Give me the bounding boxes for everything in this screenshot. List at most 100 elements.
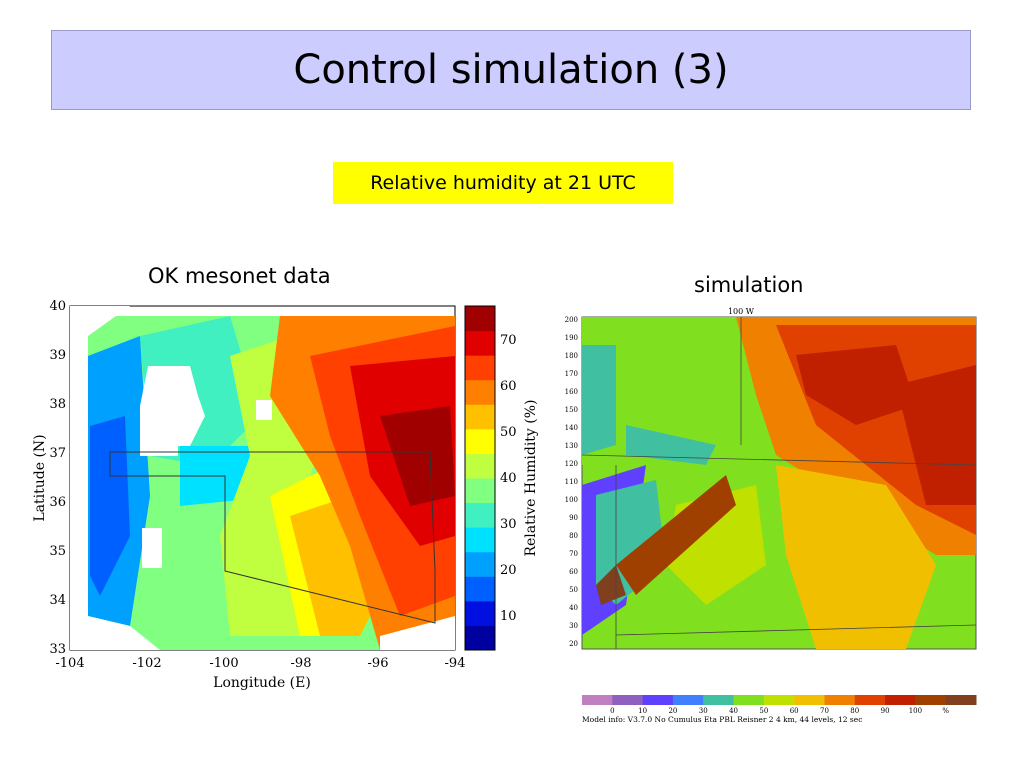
sim-y-tick-label: 70 [569,550,578,558]
colorbar-swatch [465,478,495,504]
y-tick-label: 35 [49,544,66,559]
sim-y-tick-label: 100 [565,496,578,504]
sim-y-ticks: 200 190 180 170 160 150 140 130 120 110 100 90 80 70 6… [565,316,578,648]
sim-y-tick-label: 130 [565,442,578,450]
sim-y-tick-label: 170 [565,370,578,378]
sim-legend-tick: 40 [729,707,738,715]
y-tick-label: 38 [49,397,66,412]
state-outline [109,451,436,624]
colorbar-tick: 40 [500,471,517,486]
y-tick-label: 37 [49,446,66,461]
sim-y-tick-label: 180 [565,352,578,360]
colorbar-tick: 30 [500,517,517,532]
colorbar-swatch [465,306,495,332]
left-panel-label: OK mesonet data [148,264,331,288]
x-axis-label: Longitude (E) [213,675,311,691]
humidity-field [70,306,455,650]
sim-y-tick-label: 30 [569,622,578,630]
sim-y-tick-label: 160 [565,388,578,396]
subtitle-box: Relative humidity at 21 UTC [333,162,673,204]
y-tick-label: 34 [49,593,66,608]
sim-y-tick-label: 50 [569,586,578,594]
colorbar-swatch [465,600,495,626]
colorbar-label: Relative Humidity (%) [523,399,539,556]
sim-state-lines [581,317,977,649]
sim-y-tick-label: 20 [569,640,578,648]
sim-legend [582,695,977,705]
colorbar-tick: 70 [500,333,517,348]
sim-legend-swatch [733,695,765,705]
colorbar-ticks: 70 60 50 40 30 20 10 [500,333,517,624]
colorbar-frame [464,305,496,651]
sim-humidity-field [582,317,976,649]
sim-legend-tick: 10 [638,707,647,715]
colorbar-swatch [465,355,495,381]
colorbar-swatch [465,527,495,553]
slide-subtitle: Relative humidity at 21 UTC [370,172,636,194]
sim-legend-swatch [642,695,674,705]
y-tick-label: 36 [49,495,66,510]
slide-title: Control simulation (3) [293,47,729,93]
colorbar-swatch [465,576,495,602]
x-ticks: -104 -102 -100 -98 -96 -94 [55,656,465,671]
sim-legend-ticks: 0 10 20 30 40 50 60 70 80 90 100% [610,707,949,715]
y-ticks: 40 39 38 37 36 35 34 33 [49,299,66,657]
sim-legend-tick: 100 [909,707,922,715]
y-tick-label: 33 [49,642,66,657]
sim-legend-swatch [612,695,644,705]
colorbar-swatch [465,502,495,528]
colorbar-swatch [465,551,495,577]
sim-legend-tick: % [942,707,949,715]
sim-y-tick-label: 140 [565,424,578,432]
sim-top-label: 100 W [728,307,755,316]
simulation-map: 100 W 2001901801701601501401301201101009… [565,307,977,724]
colorbar [464,305,496,651]
sim-legend-tick: 0 [610,707,614,715]
sim-legend-swatch [672,695,704,705]
simulation-map-panel: 100 W 200 190 180 170 160 150 140 130 120 110 100 9… [556,305,986,730]
model-info: Model info: V3.7.0 No Cumulus Eta PBL Re… [582,715,862,724]
sim-legend-tick: 60 [790,707,799,715]
sim-y-tick-label: 190 [565,334,578,342]
y-tick-label: 40 [49,299,66,314]
sim-y-tick-label: 110 [565,478,578,486]
sim-legend-tick: 90 [881,707,890,715]
colorbar-swatch [465,428,495,454]
colorbar-tick: 60 [500,379,517,394]
sim-y-tick-label: 200 [565,316,578,324]
colorbar-tick: 10 [500,609,517,624]
sim-y-tick-label: 80 [569,532,578,540]
title-bar: Control simulation (3) [51,30,971,110]
sim-legend-swatch [945,695,977,705]
x-tick-label: -96 [368,656,389,671]
y-axis-label: Latitude (N) [32,434,48,521]
colorbar-swatch [465,453,495,479]
x-tick-label: -98 [291,656,312,671]
sim-y-tick-label: 90 [569,514,578,522]
sim-legend-swatch [824,695,856,705]
sim-legend-swatch [582,695,613,705]
sim-legend-swatch [794,695,825,705]
sim-legend-swatch [703,695,735,705]
sim-legend-swatch [763,695,795,705]
colorbar-tick: 20 [500,563,517,578]
x-tick-label: -104 [55,656,84,671]
sim-legend-tick: 30 [699,707,708,715]
mesonet-map-panel: 40 39 38 37 36 35 34 33 -104 -102 -100 -… [30,296,545,696]
sim-y-tick-label: 120 [565,460,578,468]
sim-legend-swatch [854,695,886,705]
sim-y-tick-label: 60 [569,568,578,576]
sim-legend-tick: 20 [668,707,677,715]
colorbar-swatch [465,625,495,651]
sim-legend-tick: 80 [850,707,859,715]
sim-y-tick-label: 40 [569,604,578,612]
mesonet-map: 40 39 38 37 36 35 34 33 -104 -102 -100 -… [32,299,539,691]
sim-legend-tick: 50 [759,707,768,715]
x-tick-label: -102 [132,656,161,671]
sim-y-tick-label: 150 [565,406,578,414]
sim-legend-tick: 70 [820,707,829,715]
colorbar-tick: 50 [500,425,517,440]
colorbar-swatch [465,330,495,356]
sim-legend-swatch [915,695,947,705]
colorbar-swatch [465,404,495,430]
